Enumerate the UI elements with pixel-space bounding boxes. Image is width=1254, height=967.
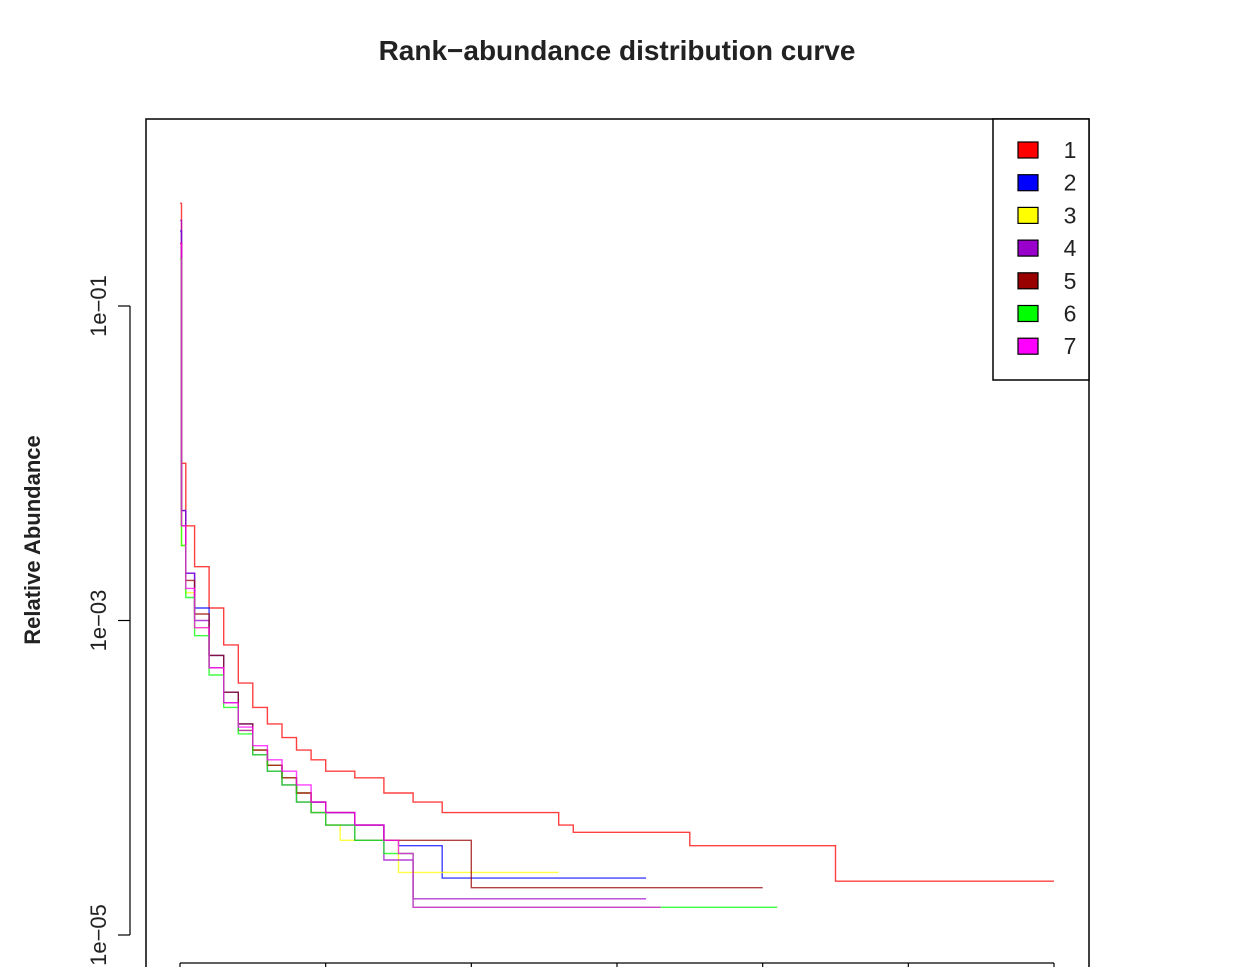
legend-label-5: 5	[1064, 268, 1077, 294]
legend-swatch-7	[1017, 337, 1039, 355]
plot-frame	[145, 118, 1090, 967]
y-tick-label: 1e−03	[86, 590, 111, 652]
legend-label-6: 6	[1064, 301, 1077, 327]
y-axis-label: Relative Abundance	[20, 435, 45, 644]
legend-swatch-6	[1017, 304, 1039, 323]
y-tick-label: 1e−01	[86, 275, 111, 337]
series-line-7	[180, 242, 661, 908]
legend-swatch-1	[1017, 141, 1039, 159]
legend-label-7: 7	[1064, 333, 1077, 359]
y-axis: 1e−01 1e−03 1e−05	[86, 275, 131, 966]
legend-label-3: 3	[1064, 202, 1077, 228]
legend-swatch-5	[1017, 272, 1039, 290]
legend: 1 2 3 4 5 6 7	[992, 118, 1090, 381]
legend-swatch-4	[1017, 239, 1039, 257]
legend-label-4: 4	[1064, 235, 1077, 261]
chart-title: Rank−abundance distribution curve	[379, 35, 856, 66]
series-layer	[180, 202, 1054, 908]
series-line-1	[180, 202, 1054, 882]
x-axis	[179, 962, 1055, 967]
legend-box	[992, 118, 1090, 381]
legend-swatch-3	[1017, 206, 1039, 224]
legend-label-1: 1	[1064, 137, 1077, 163]
legend-label-2: 2	[1064, 170, 1077, 196]
y-tick-label: 1e−05	[86, 904, 111, 966]
legend-swatch-2	[1017, 174, 1039, 192]
